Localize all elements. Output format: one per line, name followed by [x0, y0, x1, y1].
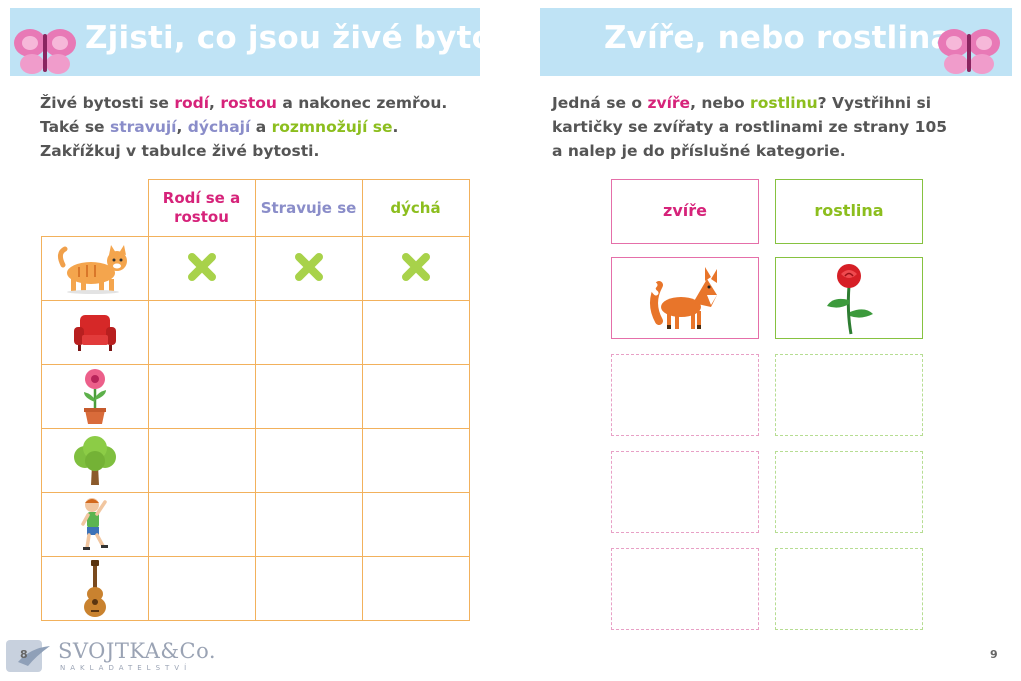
intro-line-2: Také se stravují, dýchají a rozmnožují s…: [40, 115, 480, 139]
table-row: [41, 428, 470, 493]
text: ,: [176, 118, 188, 136]
intro-line-3: Zakřížkuj v tabulce živé bytosti.: [40, 142, 320, 160]
publisher-logo-icon: [6, 640, 50, 672]
mark-cell[interactable]: [361, 300, 470, 365]
example-card-fox: [611, 257, 759, 339]
text: .: [392, 118, 399, 136]
cross-mark-icon: [187, 252, 216, 281]
keyword-rostlinu: rostlinu: [750, 94, 818, 112]
mark-cell[interactable]: [147, 300, 256, 365]
row-icon-cell: [41, 364, 149, 429]
keyword-rostou: rostou: [220, 94, 277, 112]
publisher-name: SVOJTKA&Co.: [58, 639, 217, 663]
left-instructions: Živé bytosti se rodí, rostou a nakonec z…: [40, 91, 480, 163]
right-page-title: Zvíře, nebo rostlina: [604, 20, 952, 56]
keyword-zvire: zvíře: [647, 94, 691, 112]
mark-cell[interactable]: [254, 556, 363, 621]
header-cell: Stravuje se: [254, 179, 363, 237]
mark-cell[interactable]: [254, 236, 363, 301]
header-cell: Rodí se a rostou: [147, 179, 256, 237]
row-icon-cell: [41, 300, 149, 365]
cross-mark-icon: [401, 252, 430, 281]
right-title-banner: Zvíře, nebo rostlina: [540, 8, 1012, 76]
table-row: [41, 492, 470, 557]
armchair-icon: [73, 314, 116, 351]
table-row: [41, 236, 470, 301]
mark-cell[interactable]: [254, 428, 363, 493]
intro-line-2: kartičky se zvířaty a rostlinami ze stra…: [552, 118, 948, 136]
row-icon-cell: [41, 492, 149, 557]
butterfly-icon: [14, 29, 76, 74]
text: ? Vystřihni si: [817, 94, 932, 112]
empty-slot-animal[interactable]: [611, 451, 759, 533]
example-card-rose: [775, 257, 923, 339]
left-title-banner: Zjisti, co jsou živé bytosti: [10, 8, 537, 76]
empty-slot-plant[interactable]: [775, 354, 923, 436]
mark-cell[interactable]: [254, 300, 363, 365]
tree-icon: [73, 435, 116, 485]
living-things-table: Rodí se a rostou Stravuje se dýchá: [41, 179, 470, 621]
cross-mark-icon: [294, 252, 323, 281]
empty-slot-animal[interactable]: [611, 354, 759, 436]
keyword-stravuji: stravují: [109, 118, 177, 136]
text: a: [250, 118, 272, 136]
keyword-dychaji: dýchají: [187, 118, 251, 136]
table-row: [41, 364, 470, 429]
mark-cell[interactable]: [147, 556, 256, 621]
butterfly-icon: [938, 29, 1000, 74]
mark-cell[interactable]: [147, 236, 256, 301]
corner-cell: [42, 180, 149, 237]
boy-icon: [81, 497, 108, 550]
left-page-title: Zjisti, co jsou živé bytosti: [85, 20, 538, 56]
fox-icon: [650, 267, 717, 329]
cat-icon: [57, 244, 127, 294]
mark-cell[interactable]: [361, 428, 470, 493]
guitar-icon: [83, 559, 106, 617]
row-icon-cell: [41, 236, 149, 301]
text: Živé bytosti se: [40, 94, 175, 112]
intro-line-3: a nalep je do příslušné kategorie.: [552, 142, 846, 160]
header-cell: dýchá: [361, 179, 470, 237]
mark-cell[interactable]: [361, 236, 470, 301]
table-row: [41, 300, 470, 365]
category-label-animal: zvíře: [663, 201, 707, 220]
left-page-number: 8: [20, 648, 28, 661]
rose-icon: [827, 264, 873, 335]
category-card-plant: rostlina: [775, 179, 923, 244]
mark-cell[interactable]: [361, 492, 470, 557]
keyword-rozmnozuji: rozmnožují se: [271, 118, 393, 136]
text: Také se: [40, 118, 110, 136]
intro-line-1: Jedná se o zvíře, nebo rostlinu? Vystřih…: [552, 91, 992, 115]
right-instructions: Jedná se o zvíře, nebo rostlinu? Vystřih…: [552, 91, 992, 163]
intro-line-1: Živé bytosti se rodí, rostou a nakonec z…: [40, 91, 480, 115]
mark-cell[interactable]: [361, 556, 470, 621]
row-icon-cell: [41, 428, 149, 493]
mark-cell[interactable]: [147, 492, 256, 557]
mark-cell[interactable]: [147, 428, 256, 493]
potted-flower-icon: [83, 368, 106, 424]
keyword-rodi: rodí: [174, 94, 210, 112]
text: , nebo: [690, 94, 751, 112]
row-icon-cell: [41, 556, 149, 621]
table-row: [41, 556, 470, 621]
mark-cell[interactable]: [147, 364, 256, 429]
mark-cell[interactable]: [361, 364, 470, 429]
table-header-row: Rodí se a rostou Stravuje se dýchá: [42, 179, 470, 237]
text: a nakonec zemřou.: [276, 94, 448, 112]
empty-slot-animal[interactable]: [611, 548, 759, 630]
empty-slot-plant[interactable]: [775, 451, 923, 533]
right-page-number: 9: [990, 648, 998, 661]
text: ,: [209, 94, 221, 112]
empty-slot-plant[interactable]: [775, 548, 923, 630]
text: Jedná se o: [552, 94, 648, 112]
category-label-plant: rostlina: [814, 201, 884, 220]
publisher-subtitle: NAKLADATELSTVÍ: [60, 664, 192, 672]
category-card-animal: zvíře: [611, 179, 759, 244]
mark-cell[interactable]: [254, 364, 363, 429]
mark-cell[interactable]: [254, 492, 363, 557]
